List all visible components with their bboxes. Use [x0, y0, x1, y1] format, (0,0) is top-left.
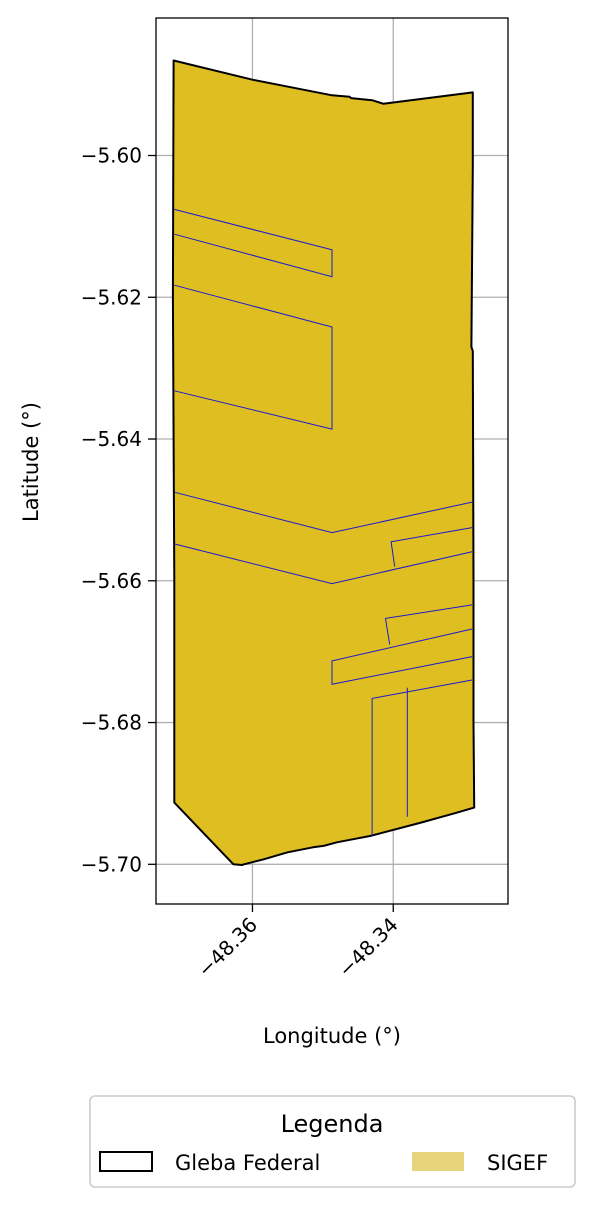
x-tick-label-2: −48.34 [333, 913, 402, 982]
plot-frame [155, 17, 509, 905]
gleba-federal-polygon [171, 59, 476, 866]
legend-swatch-sigef [412, 1152, 464, 1171]
x-axis: −48.36 −48.34 [193, 904, 403, 982]
legend-swatch-gleba-federal [99, 1151, 153, 1172]
y-tick-label-3: −5.64 [81, 427, 142, 451]
legend-label-gleba-federal: Gleba Federal [175, 1151, 320, 1175]
y-axis-label: Latitude (°) [19, 402, 43, 522]
sigef-parcel-boundary-4 [174, 543, 473, 585]
sigef-parcel-boundary-5 [390, 527, 473, 567]
sigef-parcel-boundary-1 [174, 208, 333, 278]
y-tick-label-5: −5.68 [81, 711, 142, 735]
y-tick-label-6: −5.70 [81, 852, 142, 876]
x-axis-label: Longitude (°) [263, 1024, 401, 1048]
x-tick-label-1: −48.36 [193, 913, 262, 982]
sigef-parcel-boundary-6 [384, 604, 473, 645]
y-axis: −5.60 −5.62 −5.64 −5.66 −5.68 −5.70 [81, 144, 156, 876]
sigef-parcel-boundary-8 [371, 679, 473, 836]
y-tick-label-2: −5.62 [81, 285, 142, 309]
legend: Legenda Gleba Federal SIGEF [89, 1095, 576, 1188]
sigef-parcel-boundary-3 [174, 491, 473, 534]
y-tick-label-4: −5.66 [81, 569, 142, 593]
y-tick-label-1: −5.60 [81, 144, 142, 168]
legend-label-sigef: SIGEF [487, 1151, 548, 1175]
map-layer [171, 59, 476, 866]
sigef-parcel-boundary-7 [331, 628, 473, 685]
legend-title: Legenda [281, 1110, 384, 1138]
sigef-parcel-boundary-2 [174, 284, 333, 430]
